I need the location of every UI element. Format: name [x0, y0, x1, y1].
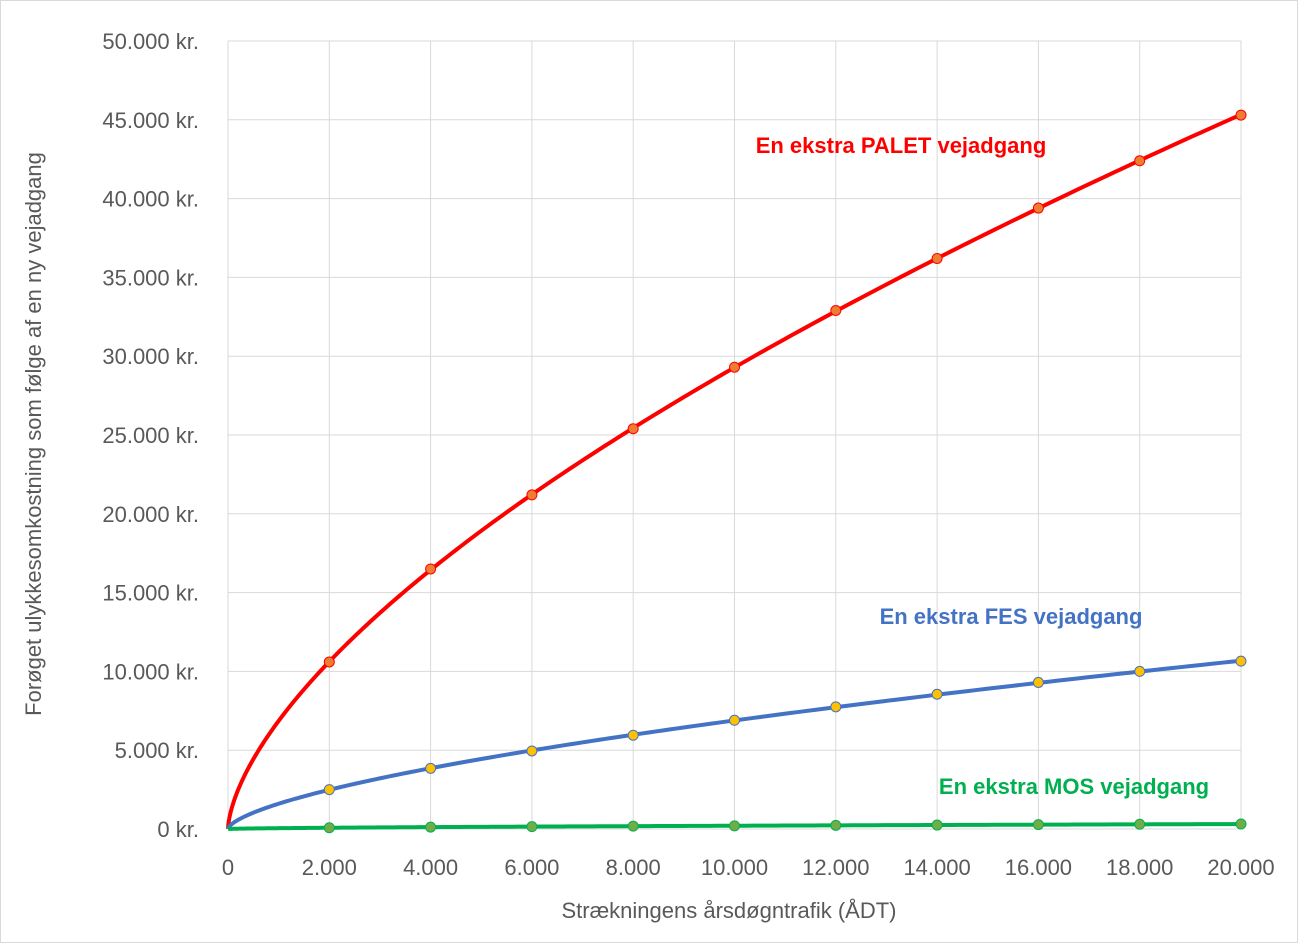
x-tick-label: 12.000: [802, 855, 869, 880]
data-point: [526, 745, 538, 757]
y-axis-title: Forøget ulykkesomkostning som følge af e…: [21, 152, 46, 716]
data-point: [729, 361, 740, 373]
series-label: En ekstra PALET vejadgang: [756, 133, 1047, 158]
data-point: [729, 714, 740, 726]
y-tick-label: 35.000 kr.: [102, 265, 199, 290]
data-point: [1235, 655, 1247, 667]
data-point: [526, 489, 538, 501]
data-point: [627, 729, 639, 741]
data-point: [830, 819, 842, 831]
y-tick-label: 10.000 kr.: [102, 659, 199, 684]
data-point: [627, 820, 639, 832]
data-point: [931, 252, 943, 264]
data-point: [931, 819, 943, 831]
data-point: [1032, 819, 1044, 831]
y-tick-label: 30.000 kr.: [102, 344, 199, 369]
data-point: [1134, 155, 1146, 167]
data-point: [1032, 202, 1044, 214]
x-tick-label: 2.000: [302, 855, 357, 880]
data-point: [931, 688, 943, 700]
data-point: [1134, 818, 1146, 830]
data-point: [323, 822, 335, 834]
data-point: [729, 820, 740, 832]
x-tick-label: 0: [222, 855, 234, 880]
y-tick-label: 15.000 kr.: [102, 581, 199, 606]
x-tick-label: 4.000: [403, 855, 458, 880]
y-tick-label: 0 kr.: [157, 817, 199, 842]
y-tick-label: 5.000 kr.: [115, 738, 199, 763]
series-markers: [323, 109, 1247, 834]
x-axis-ticks: 0 2.000 4.000 6.000 8.000 10.000 12.000 14.000 1…: [222, 855, 1275, 880]
x-tick-label: 20.000: [1207, 855, 1274, 880]
y-tick-label: 45.000 kr.: [102, 108, 199, 133]
x-tick-label: 6.000: [504, 855, 559, 880]
data-point: [1134, 665, 1146, 677]
data-point: [425, 821, 437, 833]
series-line: [226, 658, 1242, 831]
x-tick-label: 10.000: [701, 855, 768, 880]
series-line: [226, 822, 1242, 831]
data-point: [1235, 818, 1247, 830]
series-label: En ekstra MOS vejadgang: [939, 774, 1209, 799]
data-point: [323, 656, 335, 668]
y-tick-label: 50.000 kr.: [102, 29, 199, 54]
series-line: [226, 112, 1242, 831]
series-lines: [226, 112, 1242, 831]
data-point: [1235, 109, 1247, 121]
series-label: En ekstra FES vejadgang: [880, 604, 1143, 629]
data-point: [526, 821, 538, 833]
y-tick-label: 25.000 kr.: [102, 423, 199, 448]
y-axis-ticks: 0 kr. 5.000 kr. 10.000 kr. 15.000 kr. 20.000…: [102, 29, 199, 842]
y-tick-label: 20.000 kr.: [102, 502, 199, 527]
data-point: [830, 701, 842, 713]
x-axis-title: Strækningens årsdøgntrafik (ÅDT): [562, 898, 897, 923]
data-point: [425, 762, 437, 774]
y-tick-label: 40.000 kr.: [102, 187, 199, 212]
x-tick-label: 14.000: [903, 855, 970, 880]
data-point: [1032, 676, 1044, 688]
data-point: [627, 423, 639, 435]
x-tick-label: 8.000: [606, 855, 661, 880]
data-point: [830, 304, 842, 316]
data-point: [323, 784, 335, 796]
x-tick-label: 18.000: [1106, 855, 1173, 880]
x-tick-label: 16.000: [1005, 855, 1072, 880]
series-labels: En ekstra PALET vejadgang En ekstra FES v…: [756, 133, 1209, 799]
gridlines: [227, 40, 1242, 830]
data-point: [425, 563, 437, 575]
